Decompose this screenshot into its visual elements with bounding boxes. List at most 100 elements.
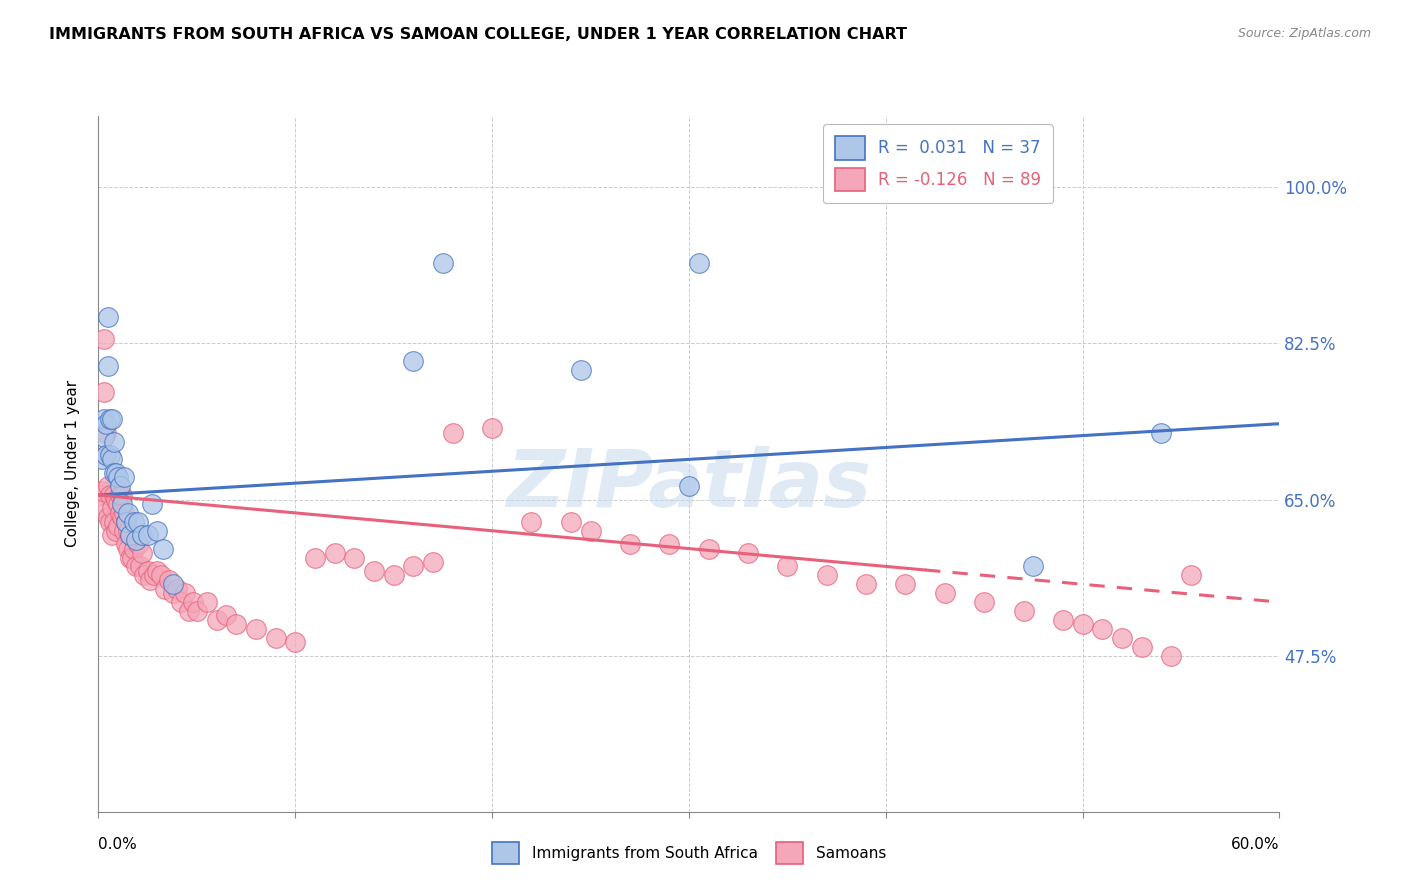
Point	[1111, 631, 1133, 645]
Point	[108, 479, 131, 493]
Point	[105, 524, 128, 538]
Point	[103, 488, 125, 502]
Point	[520, 515, 543, 529]
Point	[127, 537, 149, 551]
Point	[91, 452, 114, 467]
Point	[101, 501, 124, 516]
Point	[304, 550, 326, 565]
Point	[97, 310, 120, 324]
Point	[127, 515, 149, 529]
Point	[1012, 604, 1035, 618]
Point	[146, 524, 169, 538]
Point	[107, 470, 129, 484]
Point	[96, 448, 118, 462]
Point	[118, 528, 141, 542]
Point	[107, 519, 129, 533]
Point	[118, 550, 141, 565]
Point	[162, 577, 184, 591]
Point	[91, 483, 114, 498]
Point	[973, 595, 995, 609]
Point	[1091, 622, 1114, 636]
Point	[422, 555, 444, 569]
Point	[162, 586, 184, 600]
Text: ZIPatlas: ZIPatlas	[506, 446, 872, 524]
Point	[98, 448, 121, 462]
Point	[363, 564, 385, 578]
Point	[402, 354, 425, 368]
Point	[934, 586, 956, 600]
Point	[125, 533, 148, 547]
Point	[107, 497, 129, 511]
Point	[111, 510, 134, 524]
Point	[737, 546, 759, 560]
Point	[855, 577, 877, 591]
Point	[343, 550, 366, 565]
Point	[103, 434, 125, 449]
Point	[1150, 425, 1173, 440]
Point	[402, 559, 425, 574]
Point	[215, 608, 238, 623]
Point	[101, 528, 124, 542]
Point	[186, 604, 208, 618]
Point	[105, 492, 128, 507]
Point	[1160, 648, 1182, 663]
Point	[112, 506, 135, 520]
Point	[96, 448, 118, 462]
Text: 60.0%: 60.0%	[1232, 837, 1279, 852]
Point	[131, 546, 153, 560]
Point	[111, 488, 134, 502]
Point	[91, 501, 114, 516]
Point	[181, 595, 204, 609]
Point	[101, 452, 124, 467]
Point	[98, 412, 121, 426]
Text: Source: ZipAtlas.com: Source: ZipAtlas.com	[1237, 27, 1371, 40]
Point	[323, 546, 346, 560]
Point	[105, 466, 128, 480]
Point	[93, 430, 115, 444]
Point	[195, 595, 218, 609]
Point	[1022, 559, 1045, 574]
Point	[121, 550, 143, 565]
Legend: Immigrants from South Africa, Samoans: Immigrants from South Africa, Samoans	[485, 837, 893, 871]
Point	[132, 568, 155, 582]
Point	[97, 359, 120, 373]
Point	[815, 568, 838, 582]
Point	[678, 479, 700, 493]
Point	[97, 479, 120, 493]
Point	[122, 515, 145, 529]
Point	[432, 256, 454, 270]
Point	[245, 622, 267, 636]
Point	[101, 412, 124, 426]
Point	[150, 568, 173, 582]
Point	[170, 595, 193, 609]
Point	[115, 515, 138, 529]
Point	[125, 559, 148, 574]
Text: 0.0%: 0.0%	[98, 837, 138, 852]
Point	[89, 488, 111, 502]
Point	[98, 488, 121, 502]
Point	[131, 528, 153, 542]
Point	[141, 497, 163, 511]
Point	[111, 497, 134, 511]
Point	[481, 421, 503, 435]
Point	[117, 541, 139, 556]
Point	[108, 506, 131, 520]
Point	[108, 488, 131, 502]
Point	[115, 515, 138, 529]
Point	[264, 631, 287, 645]
Point	[146, 564, 169, 578]
Point	[382, 568, 405, 582]
Point	[117, 524, 139, 538]
Point	[205, 613, 228, 627]
Point	[138, 573, 160, 587]
Point	[619, 537, 641, 551]
Point	[97, 510, 120, 524]
Point	[112, 524, 135, 538]
Point	[93, 332, 115, 346]
Point	[560, 515, 582, 529]
Point	[128, 559, 150, 574]
Point	[697, 541, 720, 556]
Point	[894, 577, 917, 591]
Point	[117, 506, 139, 520]
Point	[776, 559, 799, 574]
